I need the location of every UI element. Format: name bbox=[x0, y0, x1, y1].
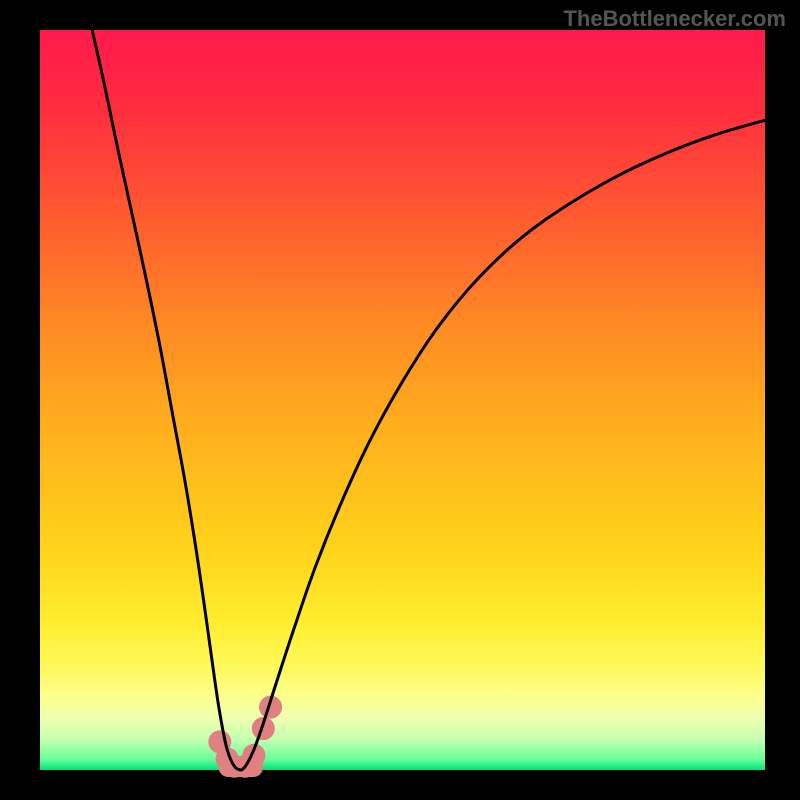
plot-area bbox=[40, 30, 765, 770]
right-bottleneck-curve bbox=[242, 120, 765, 770]
left-bottleneck-curve bbox=[92, 30, 240, 770]
curve-overlay-svg bbox=[40, 30, 765, 770]
figure-root: TheBottlenecker.com bbox=[0, 0, 800, 800]
watermark-text: TheBottlenecker.com bbox=[563, 6, 786, 32]
